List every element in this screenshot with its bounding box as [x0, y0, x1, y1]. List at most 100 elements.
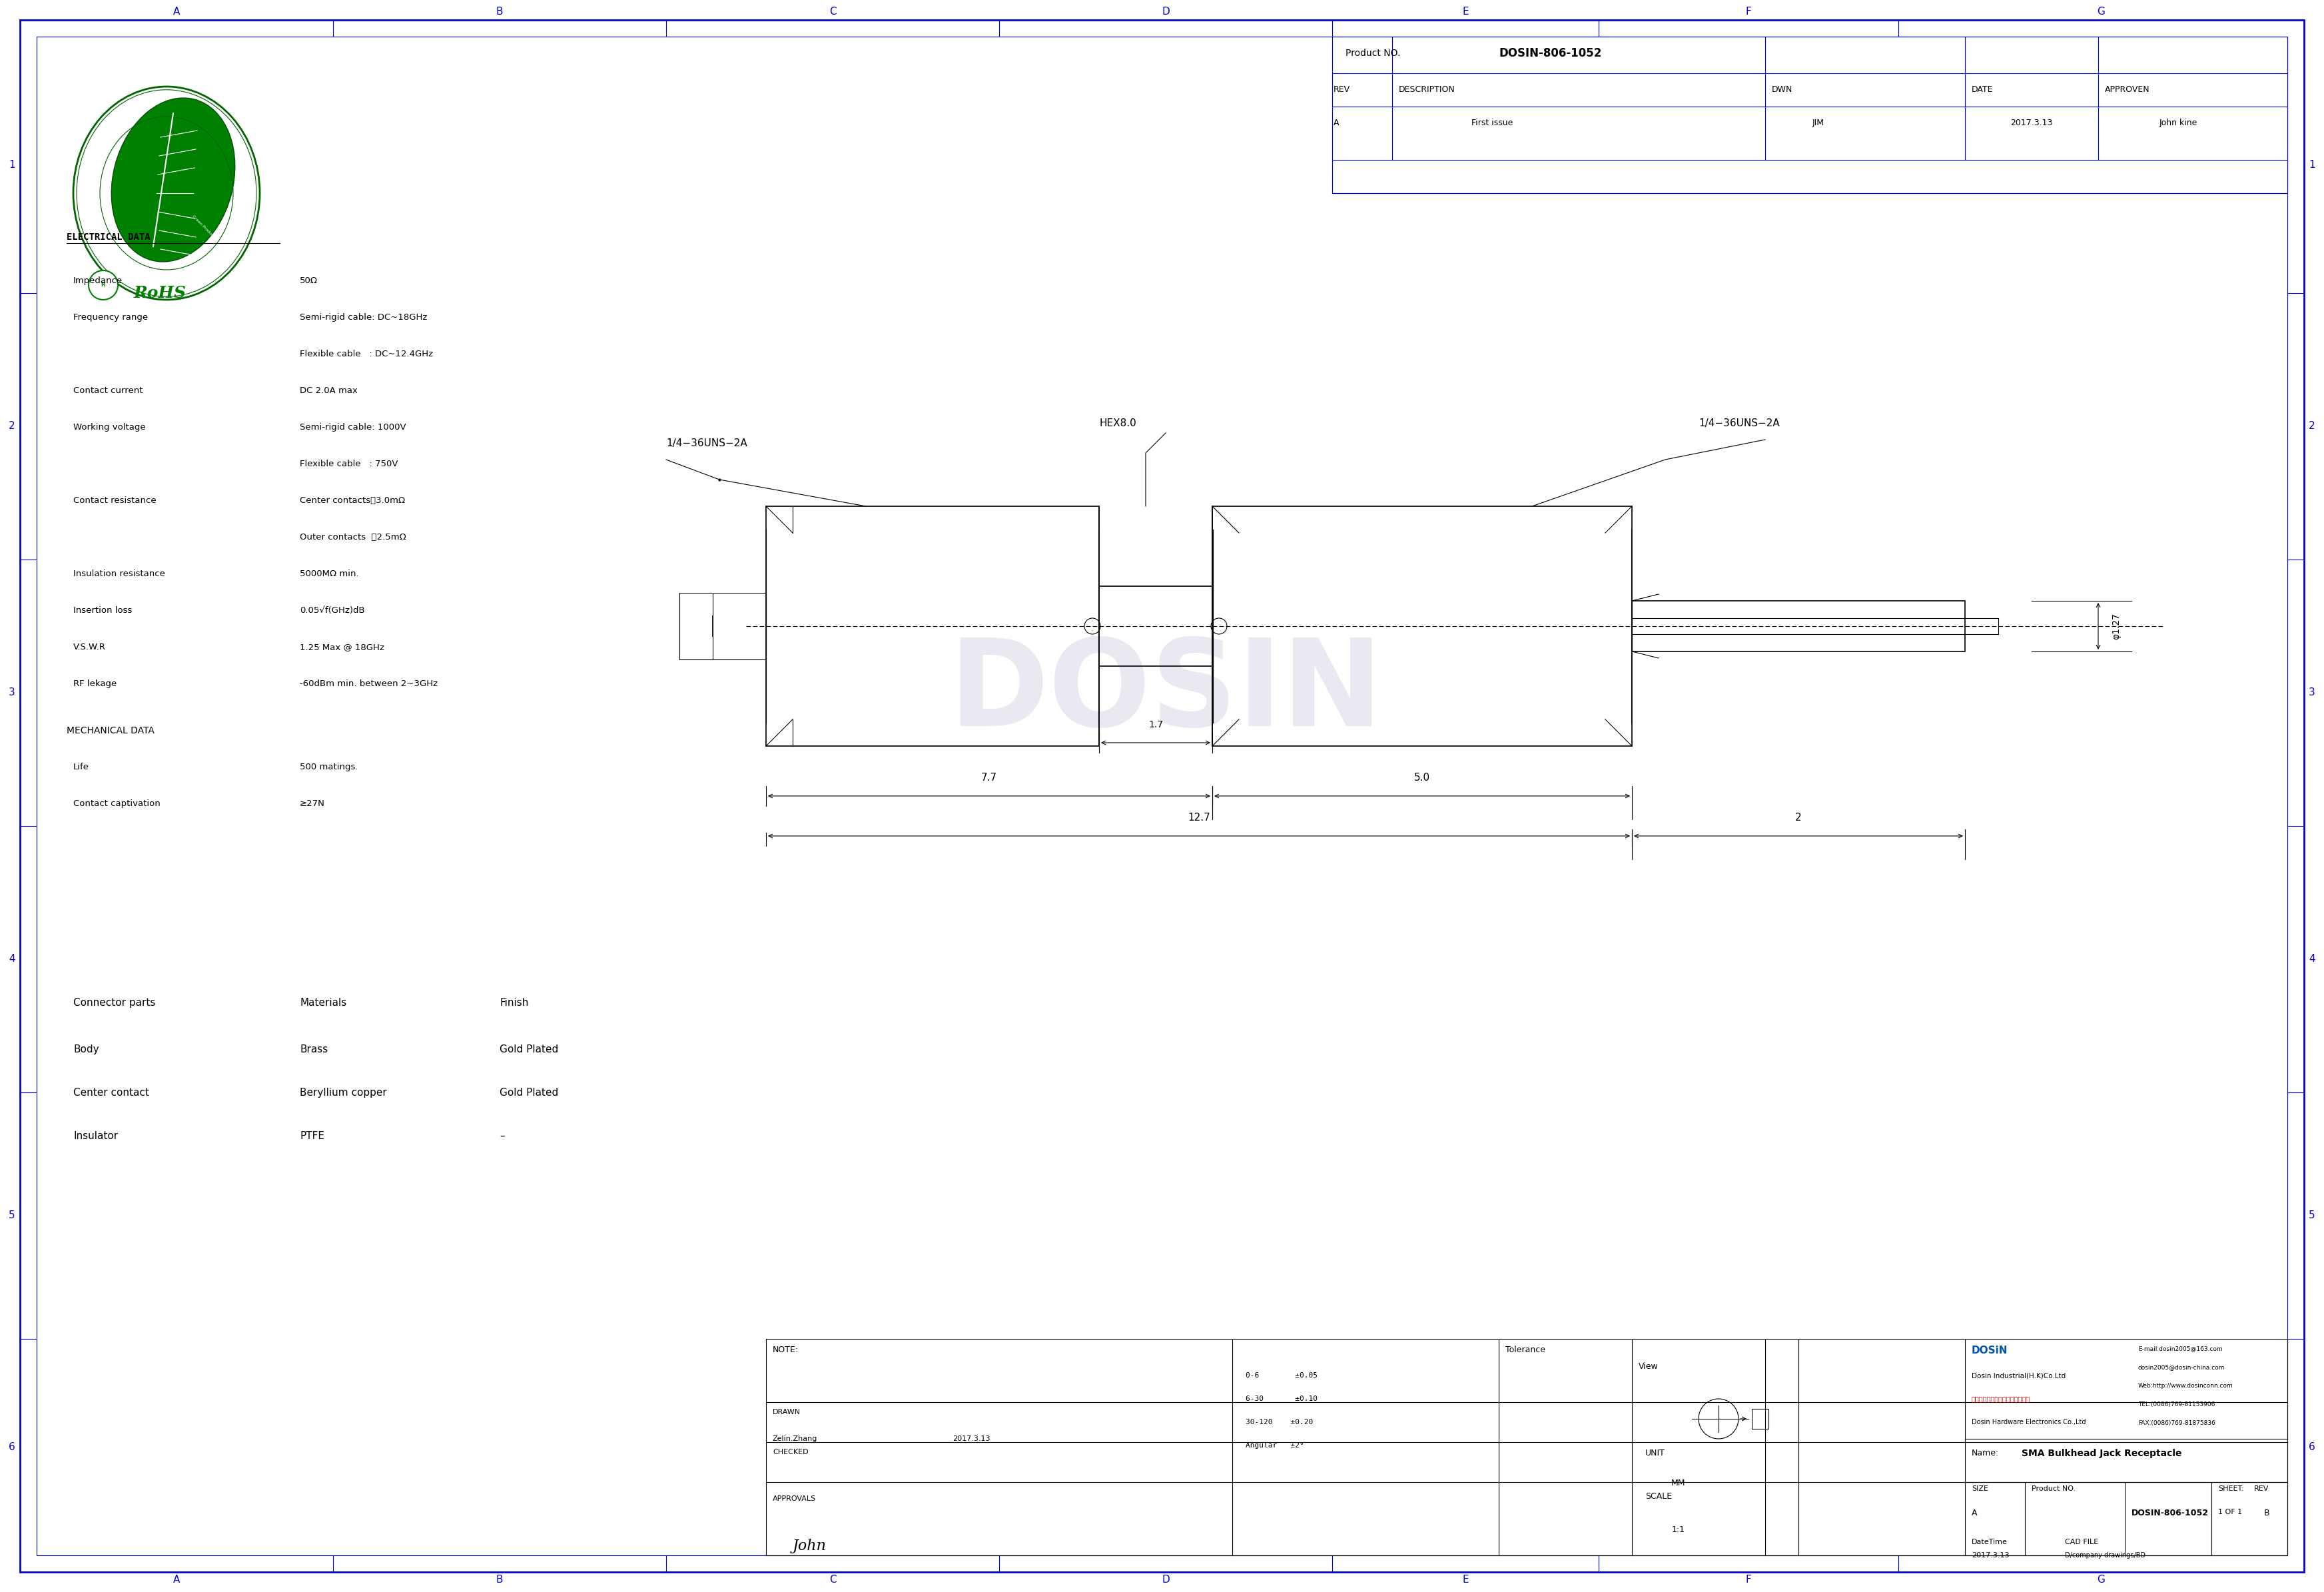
Text: Insulation resistance: Insulation resistance: [74, 570, 165, 578]
Text: Finish: Finish: [500, 998, 528, 1008]
Text: DOSIN-806-1052: DOSIN-806-1052: [2131, 1509, 2208, 1517]
Text: 2: 2: [1794, 812, 1801, 823]
Text: Flexible cable   : DC~12.4GHz: Flexible cable : DC~12.4GHz: [300, 350, 432, 358]
Text: MM: MM: [1671, 1479, 1685, 1487]
Text: APPROVEN: APPROVEN: [2106, 86, 2150, 94]
Text: G: G: [2096, 1574, 2106, 1586]
Text: Name:: Name:: [1971, 1449, 1999, 1457]
Text: G: G: [2096, 6, 2106, 18]
Text: DateTime: DateTime: [1971, 1539, 2008, 1546]
Text: SCALE: SCALE: [1645, 1492, 1671, 1501]
Text: UNIT: UNIT: [1645, 1449, 1666, 1457]
Text: Impedance: Impedance: [74, 277, 123, 285]
Text: B: B: [495, 6, 502, 18]
Text: Semi-rigid cable: DC~18GHz: Semi-rigid cable: DC~18GHz: [300, 314, 428, 322]
Text: B: B: [495, 1574, 502, 1586]
Text: Web:http://www.dosinconn.com: Web:http://www.dosinconn.com: [2138, 1383, 2233, 1388]
Text: 0.05√f(GHz)dB: 0.05√f(GHz)dB: [300, 607, 365, 615]
Text: A: A: [172, 6, 179, 18]
Text: Product NO.: Product NO.: [2031, 1485, 2075, 1492]
Text: F: F: [1745, 6, 1752, 18]
Text: SMA Bulkhead Jack Receptacle: SMA Bulkhead Jack Receptacle: [2022, 1449, 2182, 1458]
Text: NOTE:: NOTE:: [772, 1345, 799, 1355]
Text: A: A: [1971, 1509, 1978, 1517]
Text: DWN: DWN: [1771, 86, 1792, 94]
Text: FAX:(0086)769-81875836: FAX:(0086)769-81875836: [2138, 1420, 2215, 1426]
Text: John: John: [792, 1539, 827, 1554]
Text: 3: 3: [9, 688, 16, 697]
Circle shape: [88, 271, 119, 299]
Text: CHECKED: CHECKED: [772, 1449, 809, 1455]
Text: 5000MΩ min.: 5000MΩ min.: [300, 570, 358, 578]
Text: 2017.3.13: 2017.3.13: [1971, 1552, 2010, 1559]
Text: Flexible cable   : 750V: Flexible cable : 750V: [300, 460, 397, 468]
Text: 6-30       ±0.10: 6-30 ±0.10: [1246, 1396, 1318, 1403]
Text: V.S.W.R: V.S.W.R: [74, 643, 107, 651]
Text: SIZE: SIZE: [1971, 1485, 1989, 1492]
Text: Green Product: Green Product: [191, 215, 214, 239]
Text: First issue: First issue: [1471, 119, 1513, 127]
Text: 50Ω: 50Ω: [300, 277, 318, 285]
Ellipse shape: [112, 99, 235, 261]
Text: 1/4−36UNS−2A: 1/4−36UNS−2A: [1699, 419, 1780, 428]
Text: PTFE: PTFE: [300, 1130, 325, 1141]
Text: 1.7: 1.7: [1148, 720, 1162, 729]
Text: Product NO.: Product NO.: [1346, 49, 1401, 57]
Text: Center contact: Center contact: [74, 1087, 149, 1098]
Text: MECHANICAL DATA: MECHANICAL DATA: [67, 726, 153, 736]
Text: Tolerance: Tolerance: [1506, 1345, 1545, 1355]
Text: Beryllium copper: Beryllium copper: [300, 1087, 386, 1098]
Text: Materials: Materials: [300, 998, 346, 1008]
Text: -60dBm min. between 2~3GHz: -60dBm min. between 2~3GHz: [300, 680, 437, 688]
Text: φ1.27: φ1.27: [2113, 613, 2122, 640]
Text: 5: 5: [9, 1210, 16, 1221]
Text: Semi-rigid cable: 1000V: Semi-rigid cable: 1000V: [300, 423, 407, 431]
Text: DC 2.0A max: DC 2.0A max: [300, 387, 358, 395]
Text: DESCRIPTION: DESCRIPTION: [1399, 86, 1455, 94]
Text: REV: REV: [1334, 86, 1350, 94]
Text: JIM: JIM: [1813, 119, 1824, 127]
Text: TEL:(0086)769-81153906: TEL:(0086)769-81153906: [2138, 1401, 2215, 1407]
Text: Center contacts：3.0mΩ: Center contacts：3.0mΩ: [300, 497, 404, 505]
Text: 6: 6: [9, 1442, 16, 1452]
Text: D/company drawings/BD: D/company drawings/BD: [2066, 1552, 2145, 1559]
Text: Contact resistance: Contact resistance: [74, 497, 156, 505]
Text: Outer contacts  ：2.5mΩ: Outer contacts ：2.5mΩ: [300, 533, 407, 541]
Text: Body: Body: [74, 1044, 100, 1054]
Text: ≥27N: ≥27N: [300, 799, 325, 809]
Text: 1 OF 1: 1 OF 1: [2217, 1509, 2243, 1516]
Text: A: A: [1334, 119, 1339, 127]
Text: D: D: [1162, 6, 1169, 18]
Text: dosin2005@dosin-china.com: dosin2005@dosin-china.com: [2138, 1364, 2224, 1371]
Text: DOSiN: DOSiN: [1971, 1345, 2008, 1355]
Text: 4: 4: [2308, 954, 2315, 965]
Text: SHEET:: SHEET:: [2217, 1485, 2243, 1492]
Text: Gold Plated: Gold Plated: [500, 1044, 558, 1054]
Text: DRAWN: DRAWN: [772, 1409, 802, 1415]
Text: RoHS: RoHS: [132, 285, 186, 301]
Text: B: B: [2264, 1509, 2271, 1517]
Text: –: –: [500, 1130, 504, 1141]
Text: 1: 1: [2308, 159, 2315, 170]
Text: 3: 3: [2308, 688, 2315, 697]
Text: 500 matings.: 500 matings.: [300, 763, 358, 772]
Text: D: D: [1162, 1574, 1169, 1586]
Text: C: C: [830, 1574, 837, 1586]
Text: 1: 1: [9, 159, 16, 170]
Text: F: F: [1745, 1574, 1752, 1586]
Text: R: R: [100, 282, 105, 288]
Text: 1:1: 1:1: [1671, 1525, 1685, 1535]
Text: E: E: [1462, 1574, 1469, 1586]
Text: Connector parts: Connector parts: [74, 998, 156, 1008]
Text: Frequency range: Frequency range: [74, 314, 149, 322]
Text: DOSIN: DOSIN: [948, 634, 1383, 751]
Text: REV: REV: [2254, 1485, 2268, 1492]
Text: Dosin Industrial(H.K)Co.Ltd: Dosin Industrial(H.K)Co.Ltd: [1971, 1372, 2066, 1379]
Text: 0-6        ±0.05: 0-6 ±0.05: [1246, 1372, 1318, 1379]
Text: Contact captivation: Contact captivation: [74, 799, 160, 809]
Text: Gold Plated: Gold Plated: [500, 1087, 558, 1098]
Text: 30-120    ±0.20: 30-120 ±0.20: [1246, 1418, 1313, 1425]
Text: Dosin Hardware Electronics Co.,Ltd: Dosin Hardware Electronics Co.,Ltd: [1971, 1418, 2087, 1425]
Text: 5.0: 5.0: [1413, 772, 1429, 783]
Text: C: C: [830, 6, 837, 18]
